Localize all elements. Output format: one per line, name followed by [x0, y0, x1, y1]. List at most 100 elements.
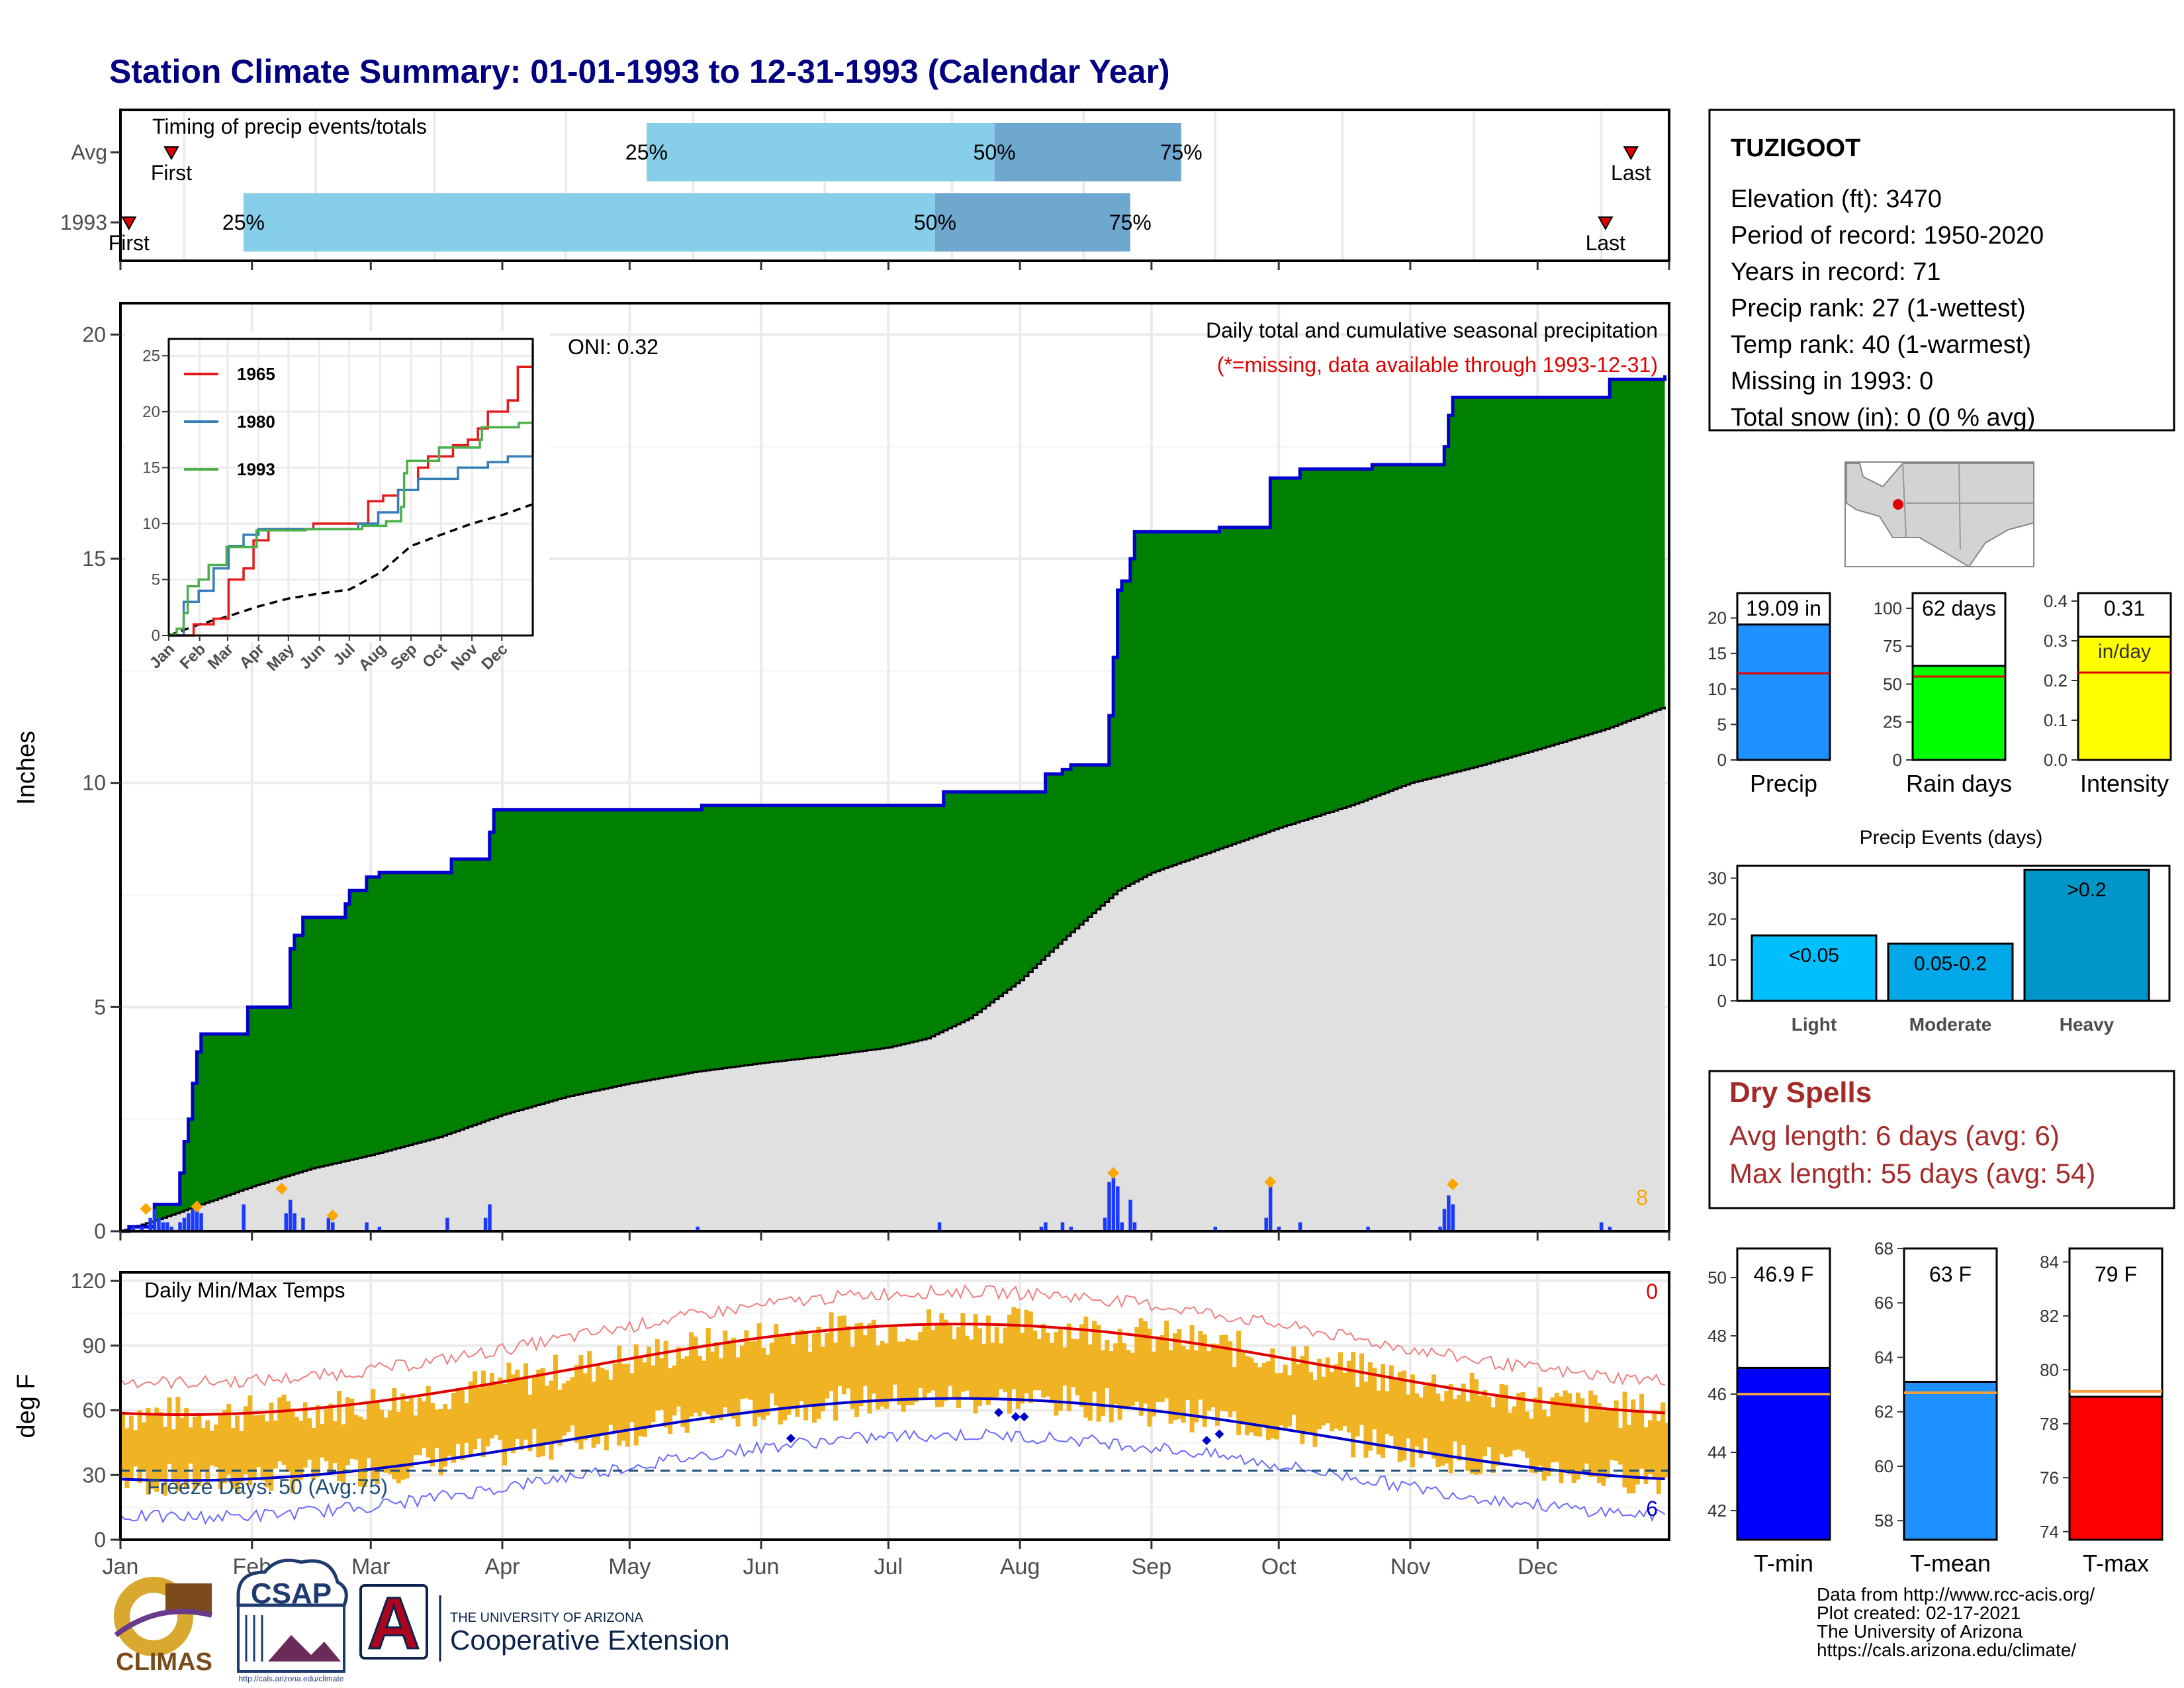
daily-temp-bar	[948, 1325, 953, 1386]
daily-temp-bar	[434, 1409, 439, 1448]
daily-precip-bar	[937, 1222, 942, 1231]
daily-temp-bar	[723, 1330, 728, 1408]
daily-temp-bar	[324, 1409, 329, 1462]
temperature-summary-charts: 46.9 F 42 44 46 48 50 T-min 63 F 58 60 62 64 66 68 T-m…	[1707, 1239, 2163, 1577]
inset-legend-label: 1993	[237, 459, 275, 479]
climas-logo-text: CLIMAS	[116, 1648, 212, 1676]
daily-temp-bar	[1198, 1331, 1203, 1400]
daily-temp-bar	[1079, 1324, 1084, 1407]
daily-temp-bar	[994, 1327, 999, 1397]
daily-temp-bar	[990, 1342, 995, 1399]
temp-summary-bar	[2068, 1395, 2163, 1541]
daily-precip-bar	[165, 1222, 169, 1231]
daily-temp-bar	[443, 1404, 448, 1467]
ua-small-text: THE UNIVERSITY OF ARIZONA	[450, 1611, 644, 1625]
daily-temp-bar	[1402, 1370, 1407, 1461]
precip-event-bar	[1887, 942, 2014, 1002]
daily-temp-bar	[549, 1380, 554, 1460]
daily-temp-bar	[816, 1327, 821, 1419]
station-info-line: Elevation (ft): 3470	[1731, 185, 1942, 213]
daily-temp-bar	[1643, 1427, 1649, 1484]
inset-x-tick-label: Dec	[478, 640, 511, 673]
daily-precip-bar	[365, 1222, 369, 1231]
daily-temp-bar	[175, 1397, 181, 1491]
daily-temp-bar	[269, 1402, 274, 1491]
daily-precip-bar	[157, 1217, 161, 1231]
daily-temp-bar	[473, 1371, 478, 1450]
daily-temp-bar	[566, 1380, 571, 1432]
daily-precip-bar	[1213, 1227, 1218, 1231]
daily-temp-bar	[438, 1409, 443, 1476]
daily-temp-bar	[1495, 1395, 1500, 1466]
daily-temp-bar	[290, 1408, 295, 1493]
daily-temp-bar	[651, 1365, 656, 1423]
daily-temp-bar	[1529, 1418, 1534, 1473]
daily-temp-bar	[956, 1327, 961, 1408]
daily-temp-bar	[1028, 1311, 1033, 1403]
daily-temp-bar	[1605, 1409, 1610, 1479]
daily-temp-bar	[1206, 1351, 1212, 1411]
daily-temp-bar	[1020, 1333, 1025, 1404]
cold-days-count: 6	[1646, 1497, 1658, 1521]
daily-temp-bar	[1295, 1364, 1300, 1431]
daily-temp-bar	[1631, 1399, 1636, 1493]
daily-temp-bar	[1503, 1385, 1508, 1458]
daily-temp-bar	[1372, 1368, 1377, 1430]
summary-y-tick-label: 75	[1883, 636, 1902, 656]
daily-temp-bar	[1554, 1392, 1559, 1462]
daily-precip-bar	[178, 1222, 182, 1231]
daily-precip-bar	[331, 1222, 335, 1231]
daily-temp-bar	[1054, 1332, 1059, 1416]
daily-temp-bar	[294, 1417, 299, 1481]
station-info-line: Precip rank: 27 (1-wettest)	[1731, 295, 2026, 322]
daily-temp-bar	[336, 1391, 341, 1481]
daily-temp-bar	[1508, 1413, 1513, 1457]
inset-x-tick-label: Nov	[447, 640, 482, 675]
daily-precip-bar	[169, 1227, 173, 1231]
temp-summary-label: T-max	[2083, 1550, 2149, 1577]
precip-note: (*=missing, data available through 1993-…	[1217, 353, 1658, 377]
daily-temp-bar	[714, 1342, 719, 1415]
daily-temp-bar	[137, 1410, 142, 1483]
daily-temp-bar	[273, 1421, 278, 1469]
daily-temp-bar	[1567, 1393, 1572, 1475]
daily-temp-bar	[124, 1428, 130, 1488]
month-tick-label: Jan	[103, 1554, 139, 1579]
daily-temp-bar	[171, 1429, 176, 1483]
daily-precip-bar	[1103, 1217, 1107, 1231]
snow-event-marker	[326, 1209, 339, 1222]
temp-summary-y-tick-label: 78	[2040, 1414, 2059, 1434]
climas-logo: CLIMAS	[114, 1577, 212, 1676]
daily-temp-bar	[353, 1415, 359, 1460]
precip-y-tick-label: 0	[94, 1219, 106, 1243]
daily-temp-bar	[1050, 1342, 1055, 1403]
daily-temp-bar	[1444, 1391, 1449, 1464]
daily-temp-bar	[1062, 1347, 1068, 1386]
daily-temp-bar	[400, 1393, 406, 1480]
temp-summary-bar	[1736, 1366, 1831, 1541]
daily-temp-bar	[820, 1346, 825, 1412]
daily-temp-bar	[1525, 1411, 1530, 1458]
daily-temp-bar	[371, 1389, 376, 1481]
temp-summary-label: T-min	[1754, 1550, 1813, 1577]
daily-temp-bar	[315, 1405, 320, 1477]
daily-temp-bar	[498, 1377, 503, 1440]
daily-temp-bar	[633, 1344, 639, 1446]
last-event-label: Last	[1611, 161, 1651, 185]
summary-value-label: 19.09 in	[1746, 596, 1821, 620]
daily-temp-bar	[1113, 1343, 1118, 1405]
daily-precip-bar	[1277, 1227, 1281, 1231]
dry-spells-avg: Avg length: 6 days (avg: 6)	[1729, 1120, 2060, 1151]
record-temp-marker	[1011, 1412, 1021, 1422]
summary-y-tick-label: 0.0	[2044, 750, 2068, 770]
daily-temp-bar	[1130, 1352, 1135, 1406]
daily-temp-bar	[1520, 1391, 1525, 1452]
daily-temp-bar	[1189, 1325, 1195, 1432]
temp-summary-value-label: 46.9 F	[1754, 1262, 1814, 1286]
temp-ylabel: deg F	[13, 1374, 40, 1438]
month-tick-label: Jun	[743, 1554, 780, 1579]
daily-temp-bar	[1427, 1382, 1432, 1452]
summary-bar	[2077, 635, 2172, 761]
daily-temp-bar	[1414, 1393, 1420, 1447]
inset-series-line	[169, 440, 534, 637]
